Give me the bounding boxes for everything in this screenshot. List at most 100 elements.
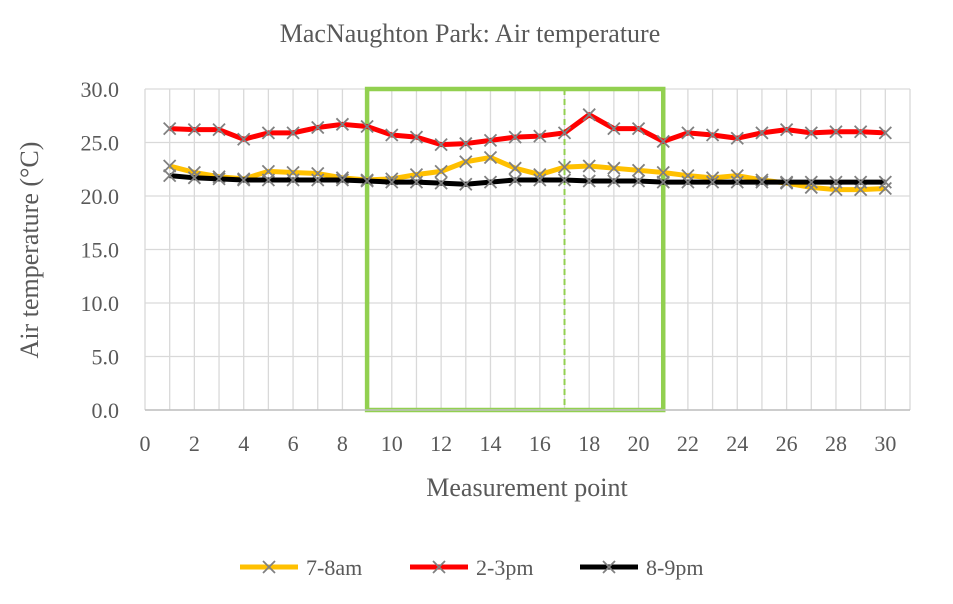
x-tick-label: 20 bbox=[628, 431, 650, 456]
data-point-8-9pm-stroke bbox=[311, 173, 325, 187]
data-point-2-3pm-stroke bbox=[681, 126, 695, 140]
data-point-8-9pm-stroke bbox=[854, 175, 868, 189]
x-tick-label: 10 bbox=[381, 431, 403, 456]
legend-label: 7-8am bbox=[306, 555, 362, 580]
data-point-2-3pm-stroke bbox=[385, 128, 399, 142]
data-point-2-3pm-stroke bbox=[459, 136, 473, 151]
data-point-2-3pm-stroke bbox=[804, 126, 818, 140]
x-tick-label: 12 bbox=[430, 431, 452, 456]
x-tick-label: 24 bbox=[726, 431, 748, 456]
data-point-8-9pm-stroke bbox=[533, 173, 547, 187]
data-point-7-8am-stroke bbox=[878, 181, 892, 196]
data-point-2-3pm-stroke bbox=[483, 133, 498, 147]
data-point-2-3pm-stroke bbox=[582, 108, 596, 122]
data-point-2-3pm-stroke bbox=[311, 120, 325, 135]
series-line-2-3pm bbox=[169, 112, 886, 148]
y-tick-label: 10.0 bbox=[81, 291, 120, 316]
x-tick-label: 28 bbox=[825, 431, 847, 456]
x-tick-label: 18 bbox=[578, 431, 600, 456]
data-point-2-3pm-stroke bbox=[829, 125, 843, 139]
legend-item-2-3pm: 2-3pm bbox=[410, 555, 533, 580]
data-point-7-8am-stroke bbox=[508, 161, 522, 175]
x-tick-label: 14 bbox=[479, 431, 501, 456]
x-axis-title: Measurement point bbox=[426, 473, 628, 502]
series-2-3pm bbox=[163, 108, 892, 152]
data-point-8-9pm-stroke bbox=[483, 175, 498, 189]
data-point-2-3pm-stroke bbox=[237, 132, 251, 146]
data-point-8-9pm-stroke bbox=[804, 175, 818, 189]
data-point-7-8am-stroke bbox=[434, 164, 448, 179]
data-point-8-9pm-stroke bbox=[212, 172, 226, 186]
legend-item-7-8am: 7-8am bbox=[240, 555, 362, 580]
x-tick-label: 22 bbox=[677, 431, 699, 456]
data-point-2-3pm-stroke bbox=[286, 126, 300, 140]
data-point-8-9pm-stroke bbox=[582, 174, 596, 188]
legend-marker-stroke bbox=[432, 560, 446, 574]
data-point-2-3pm-stroke bbox=[409, 130, 424, 144]
series-7-8am bbox=[163, 150, 892, 197]
data-point-2-3pm-stroke bbox=[434, 138, 448, 152]
data-point-8-9pm-stroke bbox=[261, 173, 276, 187]
data-point-7-8am-stroke bbox=[607, 161, 621, 175]
data-point-8-9pm-stroke bbox=[360, 174, 374, 188]
data-point-7-8am-stroke bbox=[557, 160, 572, 174]
data-point-8-9pm-stroke bbox=[508, 173, 522, 187]
data-point-2-3pm-stroke bbox=[755, 126, 769, 140]
x-tick-label: 4 bbox=[238, 431, 249, 456]
data-point-7-8am-stroke bbox=[582, 159, 596, 173]
data-point-8-9pm-stroke bbox=[409, 175, 424, 189]
data-point-8-9pm-stroke bbox=[434, 176, 448, 190]
series-line-8-9pm bbox=[169, 173, 886, 187]
data-point-7-8am-stroke bbox=[163, 159, 177, 173]
series-line-7-8am bbox=[169, 154, 886, 193]
data-point-8-9pm-stroke bbox=[335, 173, 350, 187]
data-point-8-9pm-stroke bbox=[681, 175, 695, 189]
data-point-2-3pm-stroke bbox=[187, 123, 201, 137]
data-point-8-9pm-stroke bbox=[878, 175, 892, 189]
data-point-2-3pm-stroke bbox=[360, 119, 374, 134]
data-point-7-8am-stroke bbox=[459, 155, 473, 169]
axes: 0.05.010.015.020.025.030.00 2 4 6 8 10 12 14 16 1… bbox=[81, 77, 910, 456]
data-point-8-9pm-stroke bbox=[459, 177, 473, 191]
y-tick-label: 30.0 bbox=[81, 77, 120, 102]
y-tick-label: 5.0 bbox=[92, 345, 120, 370]
data-point-2-3pm-stroke bbox=[854, 125, 868, 139]
data-point-7-8am-stroke bbox=[631, 163, 646, 177]
legend-label: 2-3pm bbox=[476, 555, 533, 580]
x-tick-label: 26 bbox=[776, 431, 798, 456]
data-point-2-3pm-stroke bbox=[705, 128, 720, 142]
y-tick-label: 15.0 bbox=[81, 238, 120, 263]
x-tick-label: 8 bbox=[337, 431, 348, 456]
data-point-8-9pm-stroke bbox=[631, 174, 646, 188]
data-point-8-9pm-stroke bbox=[755, 175, 769, 189]
data-point-8-9pm-stroke bbox=[730, 175, 744, 189]
data-point-8-9pm-stroke bbox=[607, 174, 621, 188]
data-point-8-9pm-stroke bbox=[779, 175, 794, 189]
x-tick-label: 30 bbox=[874, 431, 896, 456]
legend-label: 8-9pm bbox=[646, 555, 703, 580]
data-point-8-9pm-stroke bbox=[656, 175, 670, 189]
legend-marker-stroke bbox=[262, 560, 276, 574]
data-point-8-9pm-stroke bbox=[705, 175, 720, 189]
x-tick-label: 0 bbox=[140, 431, 151, 456]
data-point-2-3pm-stroke bbox=[631, 121, 646, 136]
chart-title: MacNaughton Park: Air temperature bbox=[280, 19, 661, 48]
data-point-2-3pm-stroke bbox=[533, 129, 547, 143]
data-point-7-8am-stroke bbox=[656, 165, 670, 180]
y-axis-title: Air temperature (°C) bbox=[15, 142, 44, 359]
data-point-8-9pm-stroke bbox=[163, 169, 177, 183]
data-point-8-9pm-stroke bbox=[385, 175, 399, 189]
data-point-8-9pm-stroke bbox=[237, 173, 251, 187]
legend: 7-8am 2-3pm 8-9pm bbox=[240, 555, 703, 580]
legend-marker-stroke bbox=[602, 560, 616, 574]
data-point-2-3pm-stroke bbox=[878, 126, 892, 140]
data-point-8-9pm-stroke bbox=[829, 175, 843, 189]
y-tick-label: 20.0 bbox=[81, 184, 120, 209]
data-point-2-3pm-stroke bbox=[212, 123, 226, 137]
data-point-8-9pm-stroke bbox=[187, 171, 201, 185]
data-point-2-3pm-stroke bbox=[261, 126, 276, 140]
data-point-2-3pm-stroke bbox=[163, 121, 177, 136]
data-point-2-3pm-stroke bbox=[779, 123, 794, 137]
